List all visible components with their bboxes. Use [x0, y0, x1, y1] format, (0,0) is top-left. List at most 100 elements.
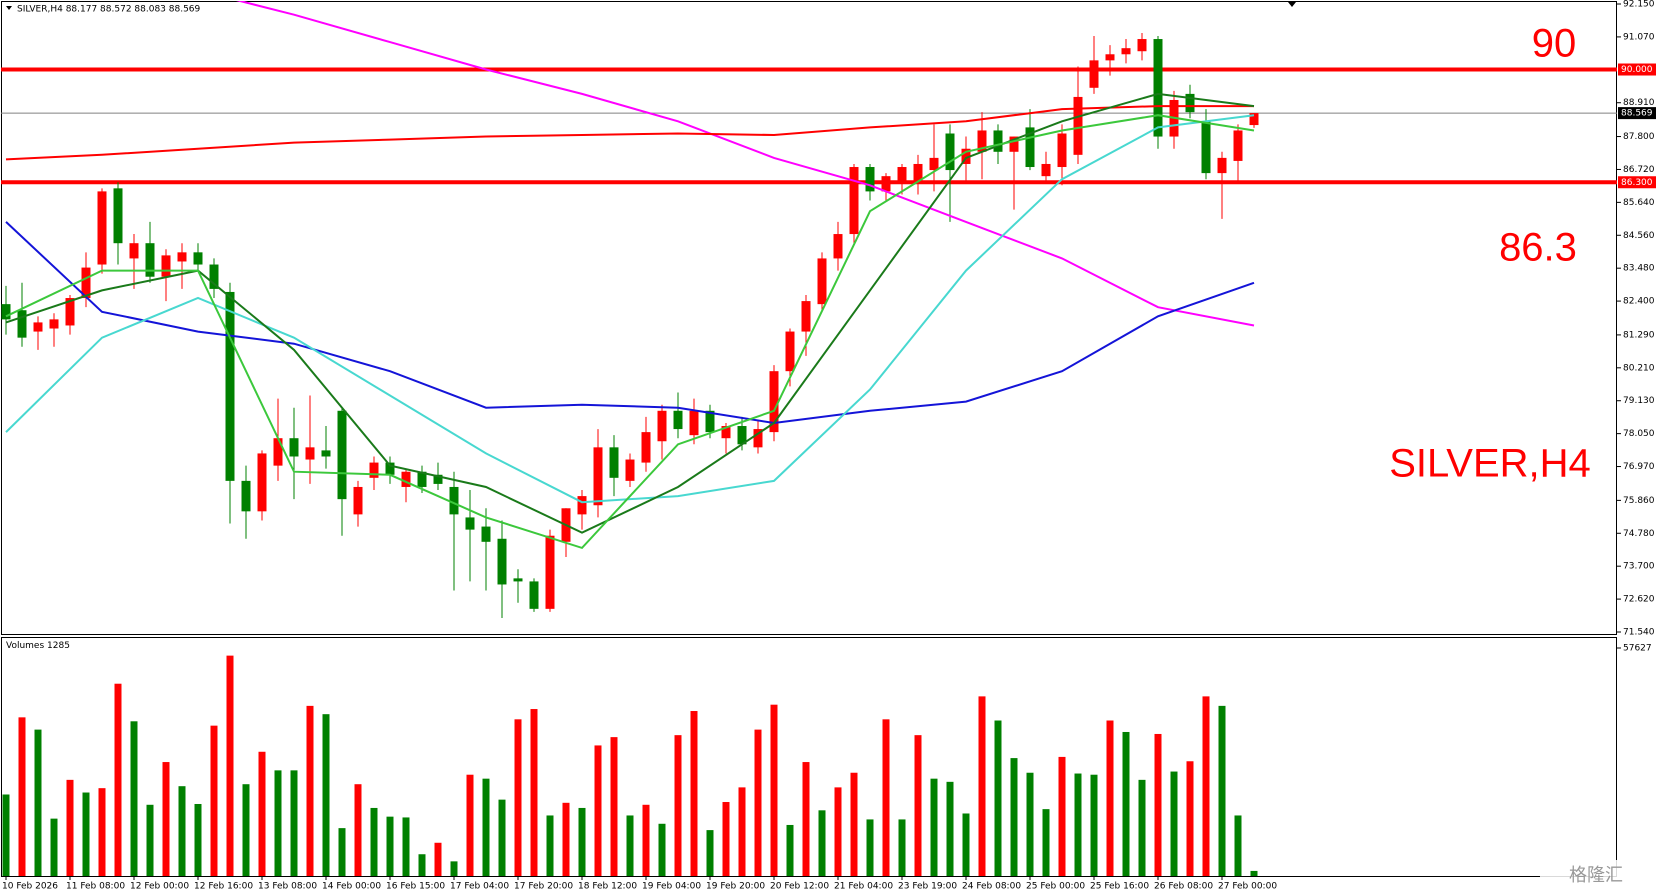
candle-body	[609, 447, 619, 478]
candle-body	[1, 304, 11, 320]
candle-body	[1121, 48, 1131, 55]
candle-body	[977, 130, 987, 152]
volume-bar	[610, 737, 618, 876]
candle-body	[1185, 93, 1195, 113]
volume-bar	[370, 807, 378, 876]
candle-body	[497, 538, 507, 585]
volume-bar	[386, 816, 394, 876]
candle-body	[401, 471, 411, 487]
volume-bar	[338, 828, 346, 876]
volume-bar	[210, 725, 218, 876]
x-tick-label: 18 Feb 12:00	[578, 882, 637, 892]
shift-marker	[1288, 2, 1296, 7]
moving-average	[5, 221, 1255, 425]
volume-bar	[322, 714, 330, 876]
volume-bar	[194, 803, 202, 876]
candle-body	[129, 243, 139, 259]
candle-body	[625, 459, 635, 481]
volume-bar	[418, 854, 426, 876]
level-label-bg	[1618, 63, 1656, 76]
volume-bar	[514, 719, 522, 876]
candle-body	[1041, 163, 1051, 177]
watermark-bg	[1540, 860, 1652, 890]
volume-bar	[34, 729, 42, 876]
volume-bar	[530, 709, 538, 876]
volume-bar	[962, 813, 970, 876]
candle-body	[241, 480, 251, 512]
candle-body	[337, 410, 347, 500]
volume-bar	[402, 817, 410, 876]
level-label: 90.000	[1621, 65, 1653, 75]
volume-bar	[82, 792, 90, 876]
candle-body	[929, 157, 939, 171]
y-tick-label: 76.970	[1623, 462, 1655, 472]
volume-bar	[498, 799, 506, 876]
x-tick-label: 17 Feb 20:00	[514, 882, 573, 892]
volume-bar	[754, 729, 762, 876]
candle-body	[1153, 39, 1163, 137]
volume-bar	[1138, 779, 1146, 876]
candle-body	[737, 426, 747, 445]
volume-bar	[50, 818, 58, 876]
candle-body	[81, 267, 91, 299]
volume-label: Volumes 1285	[6, 641, 70, 651]
y-tick-label: 83.480	[1623, 264, 1655, 274]
volume-bar	[1026, 772, 1034, 876]
volume-bar	[914, 735, 922, 876]
annotation: 90	[1532, 22, 1577, 66]
volume-bar	[802, 762, 810, 876]
volume-bar	[1250, 870, 1258, 876]
candle-body	[961, 148, 971, 164]
candle-body	[881, 176, 891, 192]
candle-body	[1233, 130, 1243, 161]
volume-bar	[1218, 705, 1226, 876]
chart-header: SILVER,H4 88.177 88.572 88.083 88.569	[17, 5, 201, 15]
x-tick-label: 14 Feb 00:00	[322, 882, 381, 892]
x-tick-label: 12 Feb 16:00	[194, 882, 253, 892]
volume-bar	[1074, 773, 1082, 876]
volume-bar	[434, 842, 442, 876]
y-tick-label: 87.800	[1623, 132, 1655, 142]
volume-bar	[466, 774, 474, 876]
volume-bar	[98, 788, 106, 876]
y-tick-label: 91.070	[1623, 32, 1655, 42]
candle-body	[785, 331, 795, 372]
candle-body	[145, 243, 155, 277]
price-label-bg	[1618, 107, 1656, 120]
candle-body	[369, 462, 379, 478]
candle-body	[545, 535, 555, 609]
volume-bar	[946, 781, 954, 876]
y-tick-label: 80.210	[1623, 363, 1655, 373]
volume-bar	[690, 711, 698, 876]
y-tick-label: 88.910	[1623, 98, 1655, 108]
volume-bar	[1154, 733, 1162, 876]
volume-bar	[578, 807, 586, 876]
volume-bar	[306, 705, 314, 876]
volume-bar	[146, 804, 154, 876]
volume-bar	[722, 802, 730, 876]
volume-bar	[994, 720, 1002, 876]
volume-bar	[66, 779, 74, 876]
candle-body	[465, 517, 475, 530]
y-tick-label: 86.720	[1623, 165, 1655, 175]
volume-bar	[978, 696, 986, 876]
candle-body	[593, 447, 603, 506]
candle-body	[865, 167, 875, 192]
volume-current: 1285	[47, 641, 70, 651]
candle-body	[353, 486, 363, 515]
candle-body	[433, 474, 443, 484]
volume-bar	[226, 655, 234, 876]
level-label-bg	[1618, 176, 1656, 189]
candle-body	[417, 471, 427, 487]
volume-bar	[882, 719, 890, 876]
volume-bar	[818, 810, 826, 876]
volume-bar	[1106, 720, 1114, 876]
moving-average	[5, 105, 1254, 161]
candle-body	[209, 264, 219, 289]
candle-body	[945, 133, 955, 171]
volume-bar	[562, 802, 570, 876]
candle-body	[993, 130, 1003, 152]
candle-body	[177, 252, 187, 262]
x-tick-label: 26 Feb 08:00	[1154, 882, 1213, 892]
